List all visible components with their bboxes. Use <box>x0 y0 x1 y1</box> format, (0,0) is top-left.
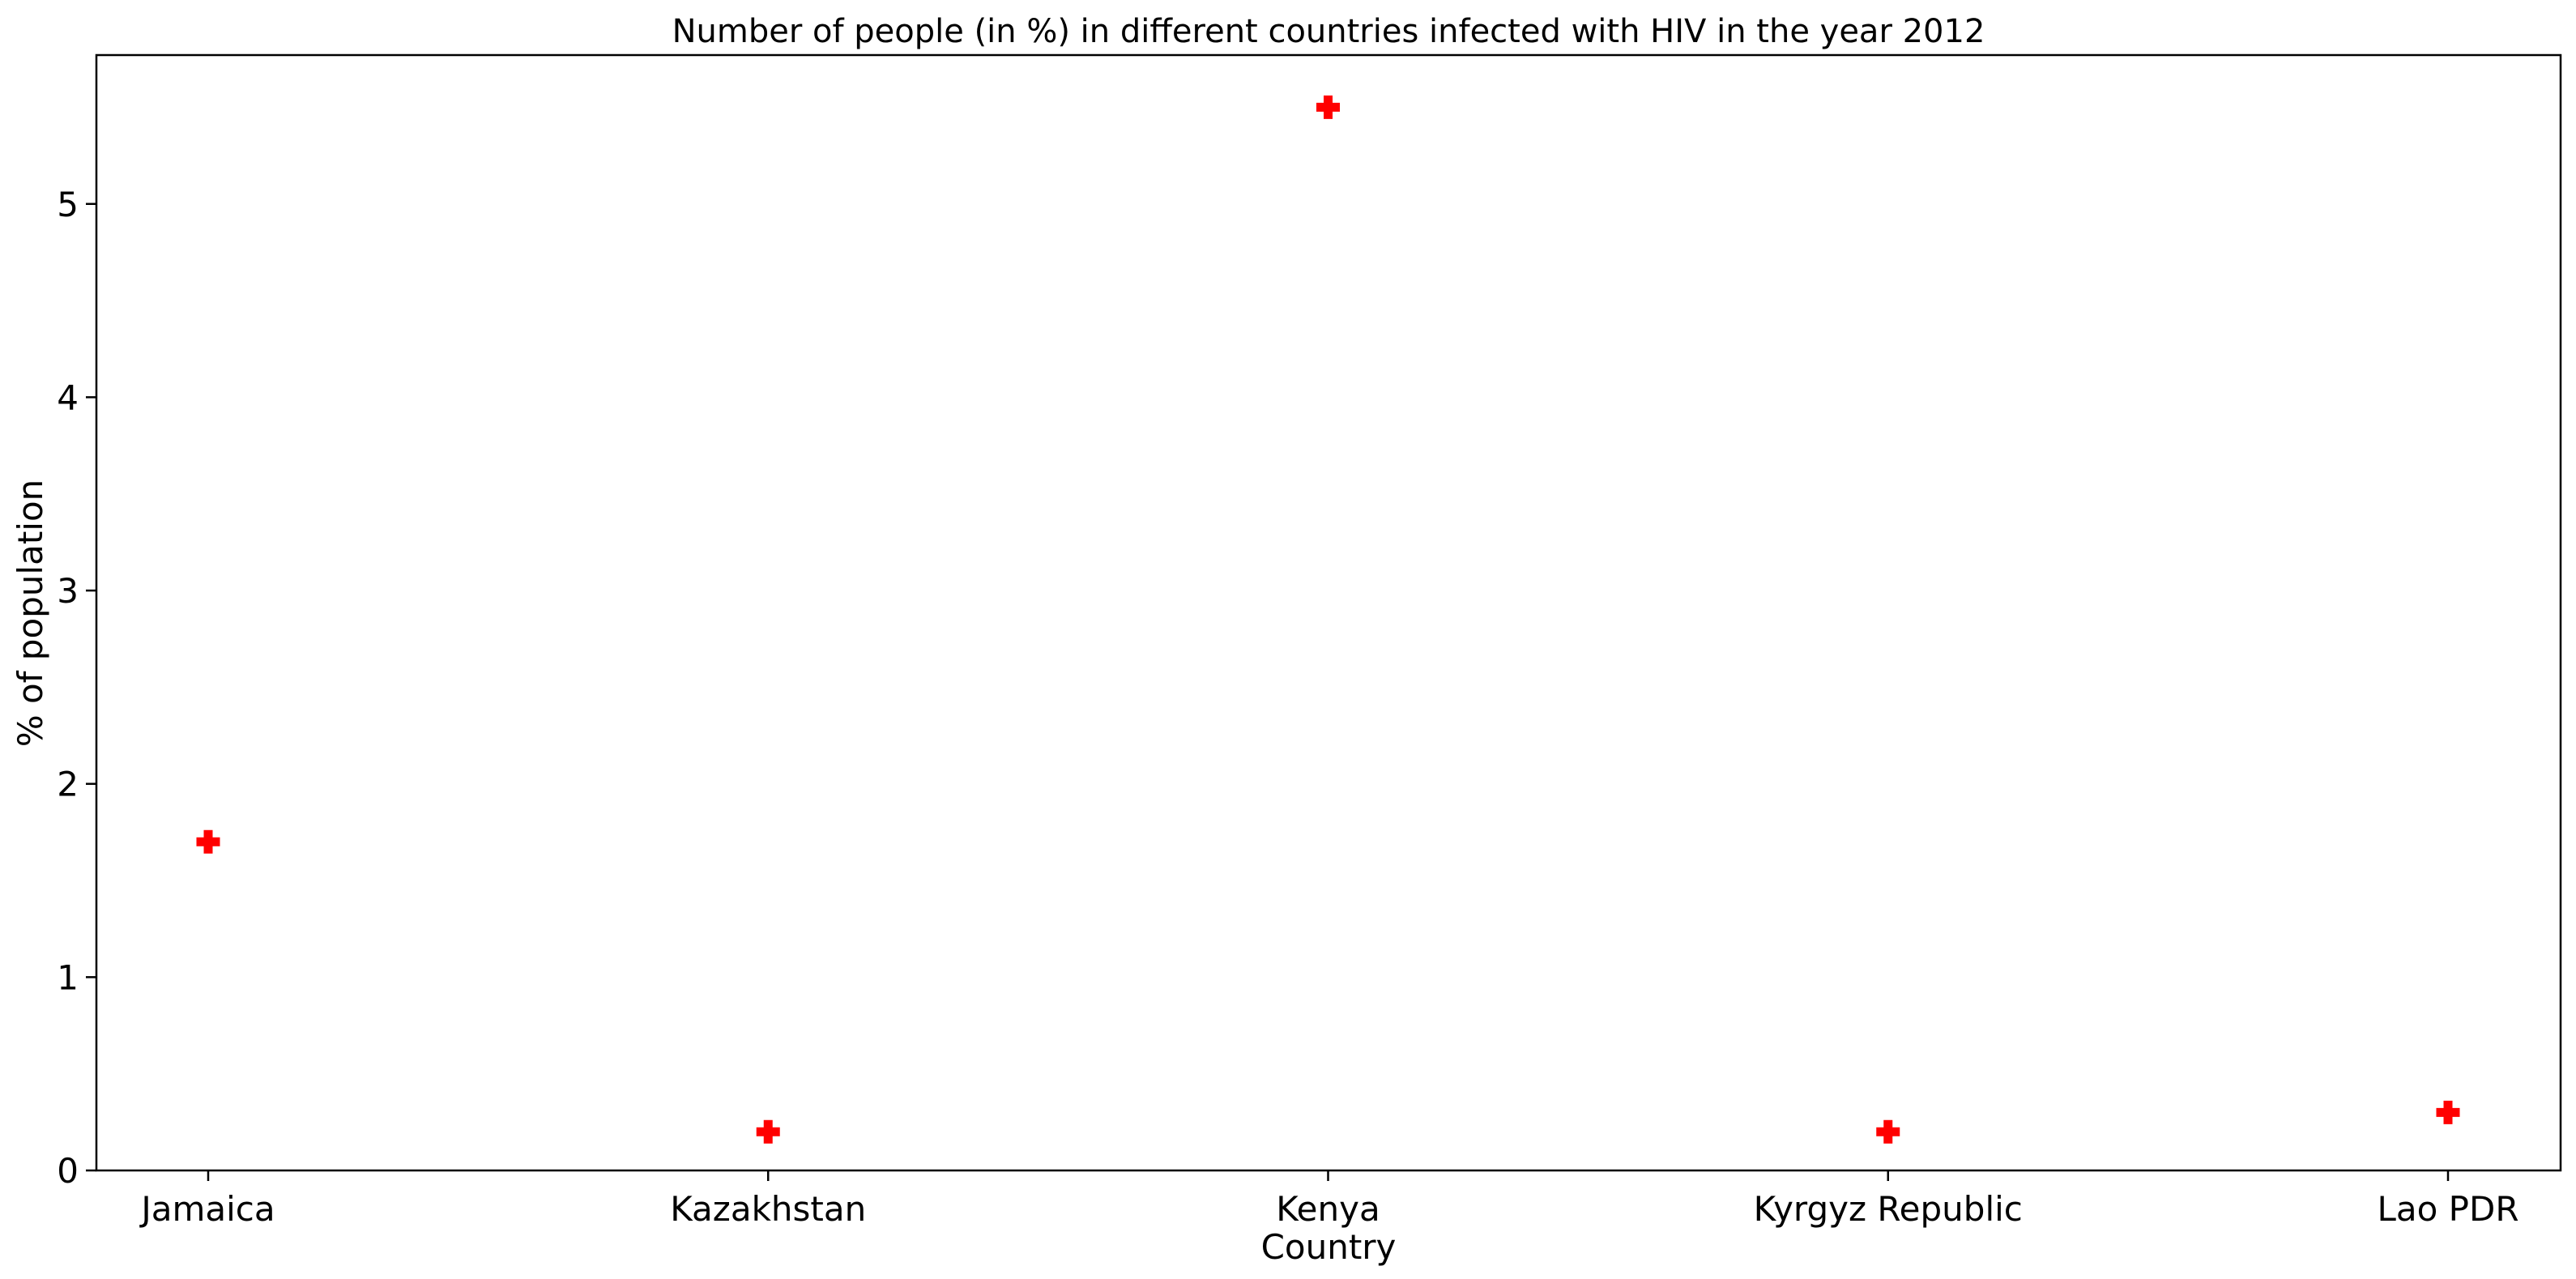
y-tick-label: 4 <box>57 377 79 417</box>
y-tick-label: 5 <box>57 185 79 224</box>
x-tick-label: Lao PDR <box>2377 1189 2518 1229</box>
x-axis-label: Country <box>1261 1227 1397 1267</box>
y-tick-label: 0 <box>57 1151 79 1191</box>
data-point-kenya <box>1316 95 1340 119</box>
data-point-kyrgyz-republic <box>1876 1119 1900 1144</box>
y-tick-label: 3 <box>57 571 79 611</box>
x-tick-label: Kenya <box>1276 1189 1380 1229</box>
x-tick-label: Kazakhstan <box>670 1189 866 1229</box>
chart-title: Number of people (in %) in different cou… <box>672 13 1985 50</box>
data-point-jamaica <box>196 829 220 854</box>
y-axis: 0 1 2 3 4 5 <box>57 185 96 1191</box>
plot-area <box>95 53 2562 1172</box>
data-point-kazakhstan <box>756 1119 780 1144</box>
y-tick-label: 1 <box>57 957 79 997</box>
x-tick-label: Kyrgyz Republic <box>1754 1189 2023 1229</box>
x-axis: Jamaica Kazakhstan Kenya Kyrgyz Republic Lao… <box>139 1170 2519 1229</box>
y-tick-label: 2 <box>57 765 79 804</box>
data-point-lao-pdr <box>2436 1100 2460 1124</box>
x-tick-label: Jamaica <box>139 1189 275 1229</box>
y-axis-label: % of population <box>11 480 50 748</box>
data-points <box>196 95 2460 1144</box>
